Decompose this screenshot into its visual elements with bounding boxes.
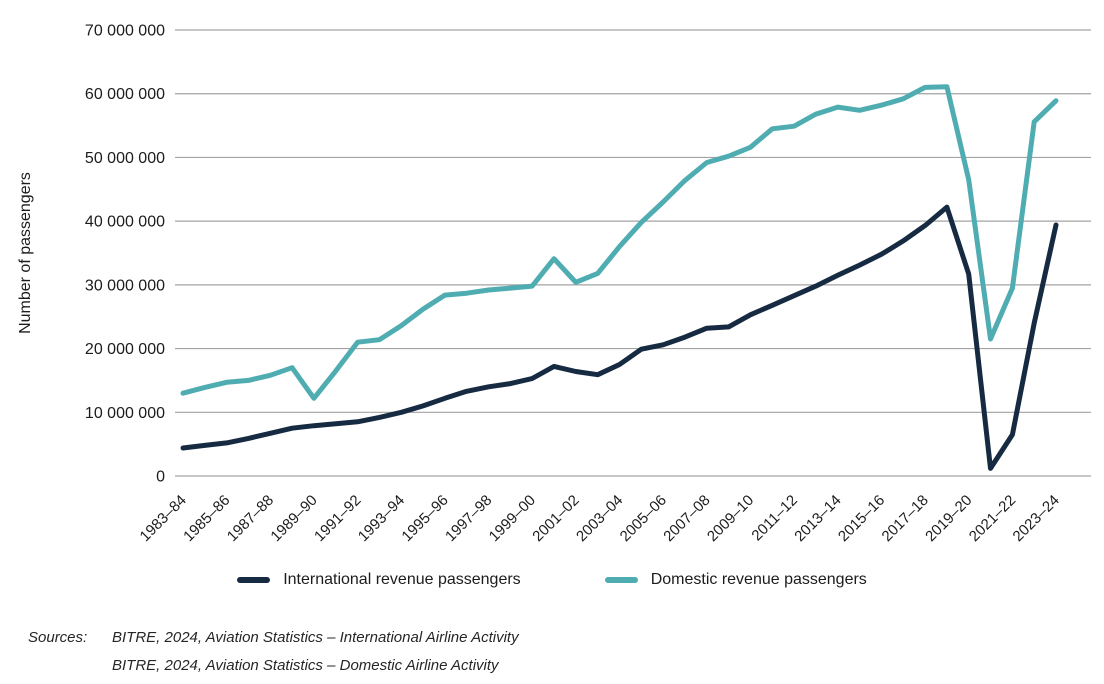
x-tick-label: 2003–04 bbox=[573, 492, 626, 545]
series-line-domestic bbox=[180, 84, 1059, 401]
y-tick-label: 70 000 000 bbox=[85, 23, 165, 40]
sources-lines: BITRE, 2024, Aviation Statistics – Inter… bbox=[112, 624, 519, 680]
source-line-international: BITRE, 2024, Aviation Statistics – Inter… bbox=[112, 629, 519, 646]
x-tick-label: 2017–18 bbox=[879, 492, 932, 545]
x-tick-label: 2005–06 bbox=[617, 492, 670, 545]
x-tick-label: 1983–84 bbox=[137, 492, 190, 545]
x-tick-label: 2023–24 bbox=[1010, 492, 1063, 545]
y-tick-label: 10 000 000 bbox=[85, 405, 165, 422]
y-tick-label: 30 000 000 bbox=[85, 277, 165, 294]
x-tick-label: 1991–92 bbox=[311, 492, 364, 545]
x-tick-label: 1985–86 bbox=[180, 492, 233, 545]
x-tick-label: 2001–02 bbox=[529, 492, 582, 545]
legend-marker-international-icon bbox=[237, 577, 271, 583]
x-tick-label: 2013–14 bbox=[791, 492, 844, 545]
x-tick-label: 1999–00 bbox=[486, 492, 539, 545]
x-tick-label: 2015–16 bbox=[835, 492, 888, 545]
line-chart: 0 10 000 000 20 000 000 30 000 000 40 000 00… bbox=[17, 23, 1091, 545]
x-tick-label: 1997–98 bbox=[442, 492, 495, 545]
y-tick-label: 50 000 000 bbox=[85, 150, 165, 167]
sources-label: Sources: bbox=[28, 629, 88, 646]
legend-item-international: International revenue passengers bbox=[237, 571, 521, 589]
legend-label-international: International revenue passengers bbox=[283, 571, 521, 588]
x-tick-label: 2011–12 bbox=[748, 492, 801, 545]
x-tick-label: 1989–90 bbox=[267, 492, 320, 545]
y-tick-label: 60 000 000 bbox=[85, 86, 165, 103]
legend-item-domestic: Domestic revenue passengers bbox=[604, 571, 867, 589]
legend-marker-domestic-icon bbox=[604, 577, 638, 583]
x-tick-label: 2009–10 bbox=[704, 492, 757, 545]
x-tick-label: 2007–08 bbox=[660, 492, 713, 545]
x-tick-label: 1987–88 bbox=[224, 492, 277, 545]
chart-legend: International revenue passengers Domesti… bbox=[0, 571, 1104, 589]
source-line-domestic: BITRE, 2024, Aviation Statistics – Domes… bbox=[112, 657, 499, 674]
x-tick-label: 1995–96 bbox=[398, 492, 451, 545]
y-tick-label: 0 bbox=[156, 469, 165, 486]
x-tick-label: 1993–94 bbox=[355, 492, 408, 545]
legend-label-domestic: Domestic revenue passengers bbox=[650, 571, 867, 588]
series-line-international bbox=[180, 204, 1059, 471]
y-tick-label: 40 000 000 bbox=[85, 214, 165, 231]
x-tick-label: 2019–20 bbox=[922, 492, 975, 545]
x-tick-label: 2021–22 bbox=[966, 492, 1019, 545]
sources-block: Sources: BITRE, 2024, Aviation Statistic… bbox=[28, 624, 519, 680]
y-tick-label: 20 000 000 bbox=[85, 341, 165, 358]
y-axis-title: Number of passengers bbox=[17, 172, 34, 334]
